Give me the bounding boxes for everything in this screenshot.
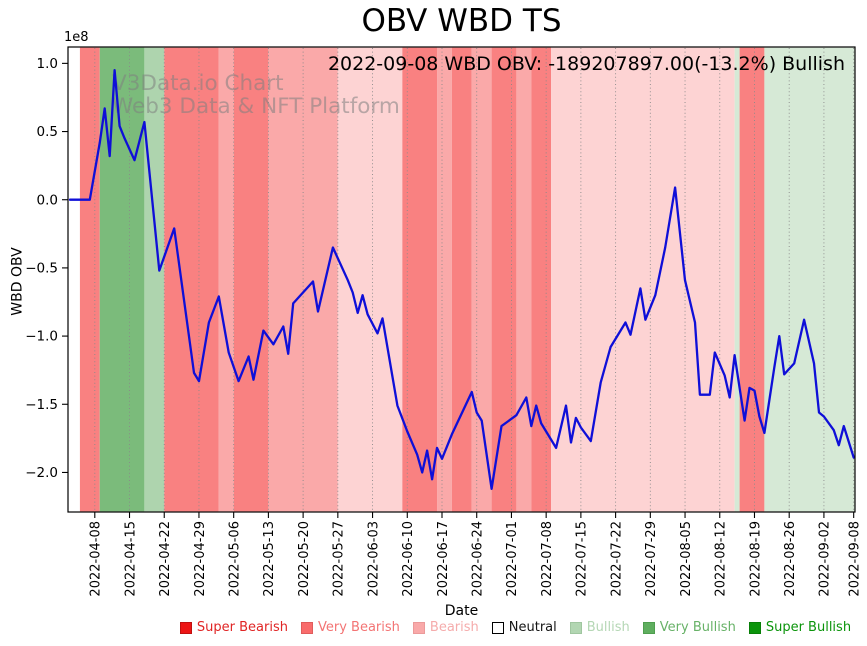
y-tick-label: −1.0	[25, 329, 58, 345]
sentiment-band-bullish_weak	[734, 47, 740, 512]
y-tick-label: −2.0	[25, 465, 58, 481]
sentiment-band-very_bearish	[79, 47, 100, 512]
watermark-line1: V3Data.io Chart	[112, 71, 284, 96]
legend-swatch-icon	[748, 621, 761, 634]
legend-swatch-icon	[569, 621, 582, 634]
y-tick-label: −1.5	[25, 397, 58, 413]
legend-swatch-icon	[179, 621, 192, 634]
x-tick-label: 2022-06-17	[436, 521, 451, 597]
legend-item-very-bullish: Very Bullish	[642, 620, 736, 635]
x-tick-label: 2022-09-02	[818, 521, 833, 597]
sentiment-band-bearish	[516, 47, 532, 512]
y-tick-label: 0.0	[37, 192, 58, 208]
watermark-line2: Web3 Data & NFT Platform	[112, 94, 400, 119]
legend-label: Bullish	[586, 620, 630, 635]
sentiment-band-very_bearish	[164, 47, 219, 512]
sentiment-band-very_bearish	[531, 47, 552, 512]
legend-label: Very Bearish	[318, 620, 400, 635]
legend-label: Super Bullish	[765, 620, 852, 635]
obv-line-series	[68, 69, 855, 490]
sentiment-band-bearish_weak	[551, 47, 735, 512]
sentiment-band-bearish	[437, 47, 452, 512]
x-tick-label: 2022-07-22	[609, 521, 624, 597]
legend-label: Neutral	[508, 620, 557, 635]
x-tick-label: 2022-07-08	[540, 521, 555, 597]
x-tick-label: 2022-08-05	[679, 521, 694, 597]
sentiment-band-bullish_weak	[764, 47, 855, 512]
legend-swatch-icon	[642, 621, 655, 634]
x-tick-label: 2022-07-15	[575, 521, 590, 597]
y-tick-label: −0.5	[25, 261, 58, 277]
y-axis-offset-label: 1e8	[64, 30, 89, 45]
x-tick-label: 2022-05-20	[297, 521, 312, 597]
legend-label: Super Bearish	[196, 620, 288, 635]
x-tick-label: 2022-05-13	[262, 521, 277, 597]
sentiment-band-very_bearish	[491, 47, 517, 512]
x-tick-label: 2022-06-24	[471, 521, 486, 597]
chart-title: OBV WBD TS	[361, 3, 562, 39]
legend-item-super-bearish: Super Bearish	[179, 620, 288, 635]
legend-label: Very Bullish	[659, 620, 736, 635]
x-tick-label: 2022-05-27	[332, 521, 347, 597]
obv-annotation: 2022-09-08 WBD OBV: -189207897.00(-13.2%…	[327, 53, 845, 75]
legend-swatch-icon	[301, 621, 313, 634]
y-tick-label: 0.5	[37, 124, 58, 140]
sentiment-legend: Super Bearish Very Bearish Bearish Neutral B…	[168, 620, 863, 635]
sentiment-band-very_bearish	[233, 47, 269, 512]
x-tick-label: 2022-07-01	[505, 521, 520, 597]
x-tick-label: 2022-04-08	[89, 521, 104, 597]
plot-border	[67, 46, 856, 513]
sentiment-band-bearish	[218, 47, 234, 512]
legend-label: Bearish	[429, 620, 479, 635]
x-tick-label: 2022-06-03	[366, 521, 381, 597]
x-axis-label: Date	[444, 603, 479, 619]
x-tick-label: 2022-04-22	[158, 521, 173, 597]
y-axis-label: WBD OBV	[9, 247, 26, 316]
x-tick-label: 2022-06-10	[401, 521, 416, 597]
legend-swatch-icon	[491, 621, 504, 634]
x-tick-label: 2022-08-12	[714, 521, 729, 597]
legend-item-bearish: Bearish	[412, 620, 479, 635]
x-tick-label: 2022-08-19	[748, 521, 763, 597]
legend-item-very-bearish: Very Bearish	[301, 620, 400, 635]
x-tick-label: 2022-07-29	[644, 521, 659, 597]
x-tick-label: 2022-04-29	[193, 521, 208, 597]
sentiment-band-bearish	[471, 47, 492, 512]
x-tick-label: 2022-04-15	[123, 521, 138, 597]
x-tick-label: 2022-09-08	[847, 521, 862, 597]
legend-item-neutral: Neutral	[491, 620, 557, 635]
sentiment-band-very_bearish	[739, 47, 765, 512]
y-tick-label: 1.0	[37, 56, 58, 72]
sentiment-band-very_bearish	[451, 47, 472, 512]
legend-item-super-bullish: Super Bullish	[748, 620, 852, 635]
legend-item-bullish: Bullish	[569, 620, 630, 635]
x-tick-label: 2022-08-26	[783, 521, 798, 597]
legend-swatch-icon	[412, 621, 425, 634]
x-tick-label: 2022-05-06	[227, 521, 242, 597]
